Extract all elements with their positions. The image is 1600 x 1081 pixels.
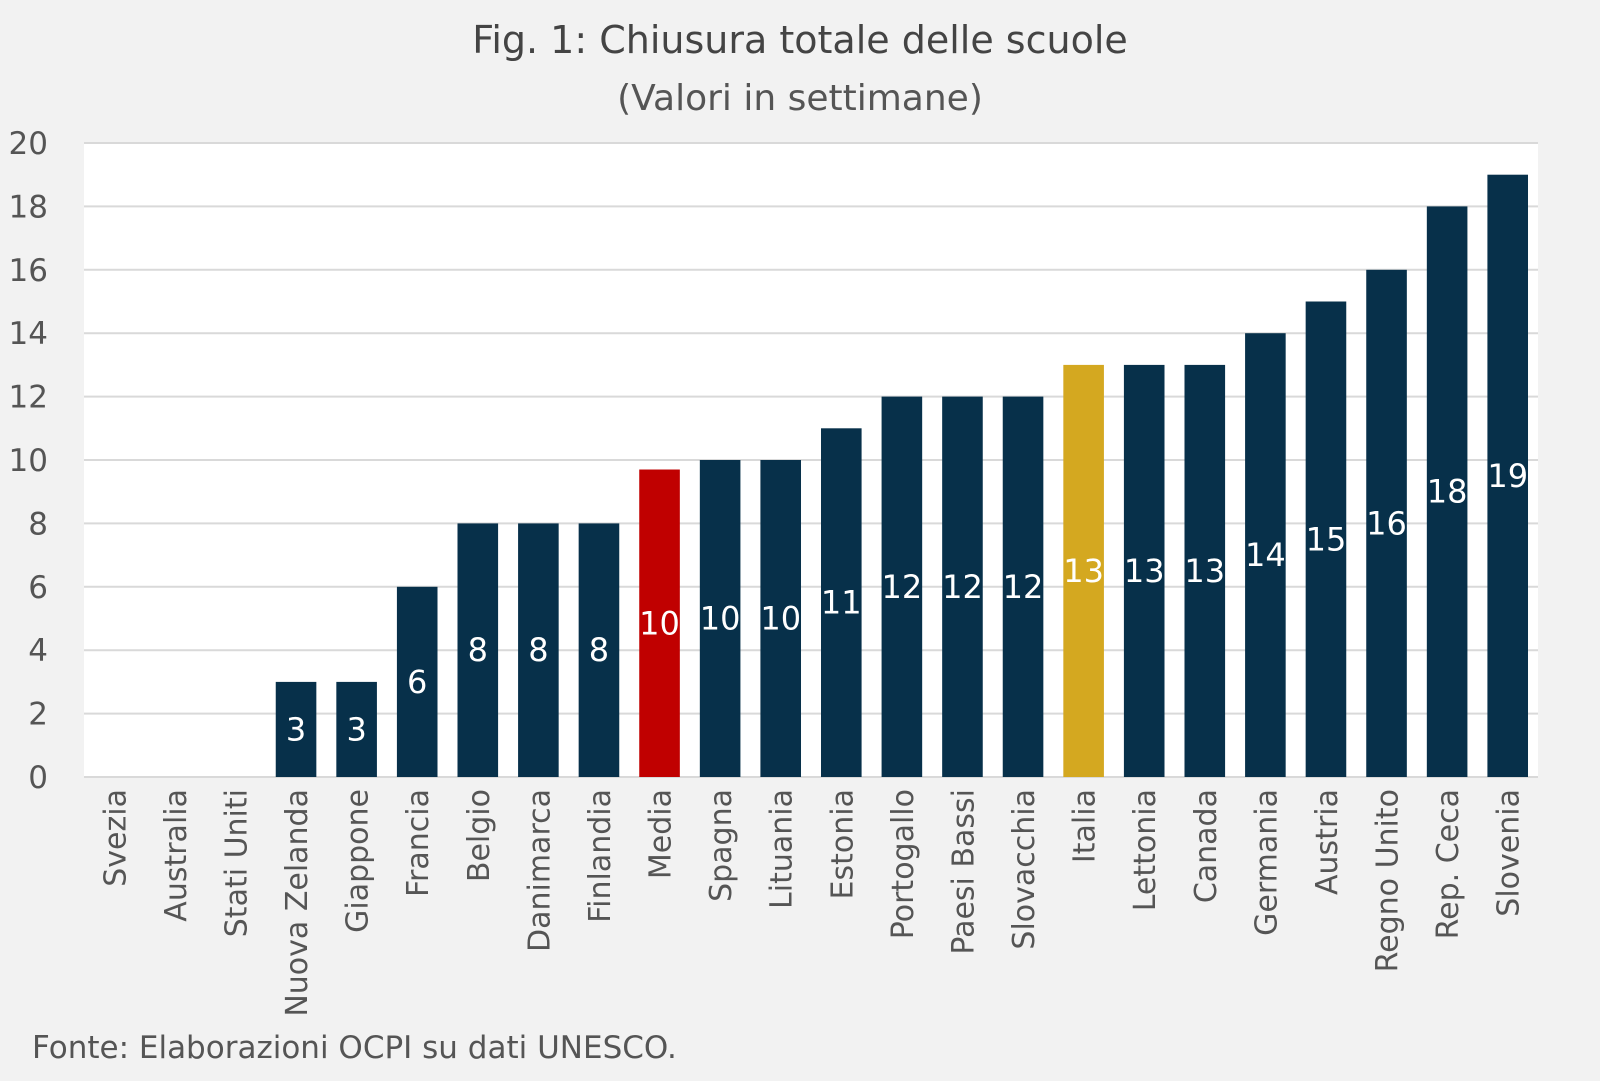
data-label: 3	[286, 710, 306, 748]
data-label: 3	[346, 710, 366, 748]
data-label: 10	[639, 604, 680, 642]
x-tick-label: Portogallo	[886, 789, 921, 939]
x-tick-label: Germania	[1249, 789, 1284, 936]
x-tick-label: Regno Unito	[1371, 789, 1406, 972]
data-label: 13	[1063, 552, 1104, 590]
data-label: 6	[407, 663, 427, 701]
bar	[942, 396, 983, 777]
data-labels: 3 3 6 8 8 8 10 10 10 11 12 12 12 13 13 13 14 15 16 18 19	[286, 457, 1528, 749]
x-tick-label: Svezia	[98, 789, 133, 887]
x-tick-label: Australia	[159, 789, 194, 922]
y-tick-label: 18	[9, 189, 48, 225]
bar	[639, 469, 680, 777]
bar	[1366, 269, 1407, 777]
bars	[275, 174, 1529, 777]
y-tick-label: 12	[9, 380, 48, 416]
data-label: 15	[1306, 520, 1347, 558]
y-tick-label: 6	[28, 570, 48, 606]
y-tick-label: 14	[9, 316, 48, 352]
bar	[518, 523, 559, 777]
data-label: 11	[821, 584, 862, 622]
data-label: 12	[882, 568, 923, 606]
source-note: Fonte: Elaborazioni OCPI su dati UNESCO.	[32, 1030, 677, 1066]
y-tick-label: 20	[9, 126, 48, 162]
data-label: 12	[1003, 568, 1044, 606]
x-tick-label: Spagna	[704, 789, 739, 902]
data-label: 10	[760, 600, 801, 638]
data-label: 13	[1124, 552, 1165, 590]
bar	[760, 460, 802, 777]
x-tick-label: Austria	[1310, 789, 1345, 895]
data-label: 8	[468, 631, 488, 669]
y-tick-label: 8	[28, 506, 48, 542]
bar	[1245, 333, 1286, 777]
bar	[275, 681, 317, 777]
bar	[1426, 206, 1468, 777]
gridlines	[84, 142, 1538, 778]
x-tick-label: Danimarca	[522, 789, 557, 952]
x-tick-label: Italia	[1068, 789, 1103, 863]
bar	[1305, 301, 1347, 777]
data-label: 8	[589, 631, 609, 669]
x-tick-label: Lettonia	[1128, 789, 1163, 911]
bar	[1123, 364, 1165, 777]
bar	[336, 681, 377, 777]
x-tick-label: Francia	[401, 789, 436, 897]
bar	[1002, 396, 1044, 777]
x-axis-ticks: Svezia Australia Stati Uniti Nuova Zelanda G…	[98, 789, 1526, 1017]
bar	[1487, 174, 1529, 777]
x-tick-label: Slovenia	[1492, 789, 1527, 917]
x-tick-label: Finlandia	[583, 789, 618, 923]
x-tick-label: Belgio	[462, 789, 497, 882]
x-tick-label: Nuova Zelanda	[280, 789, 315, 1017]
bar	[457, 523, 499, 777]
y-axis-ticks: 0 2 4 6 8 10 12 14 16 18 20	[9, 126, 48, 796]
data-label: 8	[528, 631, 548, 669]
x-tick-label: Media	[644, 789, 679, 879]
y-tick-label: 10	[9, 443, 48, 479]
bar	[820, 428, 862, 777]
bar	[1184, 364, 1226, 777]
bar	[1063, 364, 1104, 777]
x-tick-label: Rep. Ceca	[1431, 789, 1466, 939]
data-label: 18	[1427, 473, 1468, 511]
x-tick-label: Canada	[1189, 789, 1224, 903]
x-tick-label: Stati Uniti	[219, 789, 254, 937]
y-tick-label: 0	[28, 760, 48, 796]
data-label: 19	[1487, 457, 1528, 495]
data-label: 14	[1245, 536, 1286, 574]
y-tick-label: 16	[9, 253, 48, 289]
x-tick-label: Slovacchia	[1007, 789, 1042, 950]
x-tick-label: Lituania	[765, 789, 800, 909]
bar	[699, 460, 741, 777]
x-tick-label: Paesi Bassi	[946, 789, 981, 955]
x-tick-label: Estonia	[825, 789, 860, 899]
bar	[578, 523, 620, 777]
chart-title: Fig. 1: Chiusura totale delle scuole	[472, 18, 1128, 62]
data-label: 10	[700, 600, 741, 638]
data-label: 16	[1366, 504, 1407, 542]
y-tick-label: 4	[28, 633, 48, 669]
data-label: 12	[942, 568, 983, 606]
y-tick-label: 2	[28, 697, 48, 733]
x-tick-label: Giappone	[341, 789, 376, 933]
chart-subtitle: (Valori in settimane)	[617, 78, 983, 119]
bar	[881, 396, 923, 777]
bar	[396, 586, 438, 777]
data-label: 13	[1184, 552, 1225, 590]
